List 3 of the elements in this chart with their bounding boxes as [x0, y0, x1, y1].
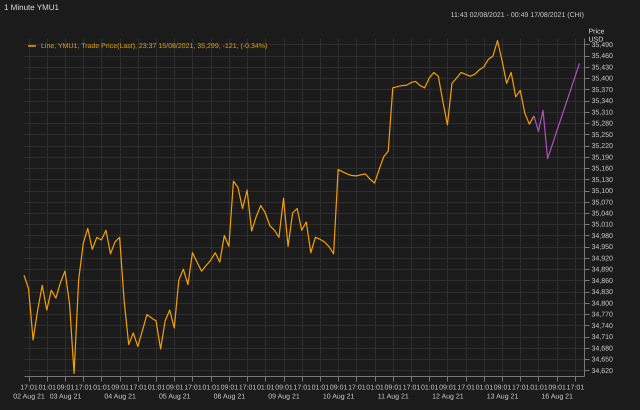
line-series [533, 62, 580, 160]
line-series [23, 40, 535, 374]
chart-title: 1 Minute YMU1 [4, 3, 60, 12]
